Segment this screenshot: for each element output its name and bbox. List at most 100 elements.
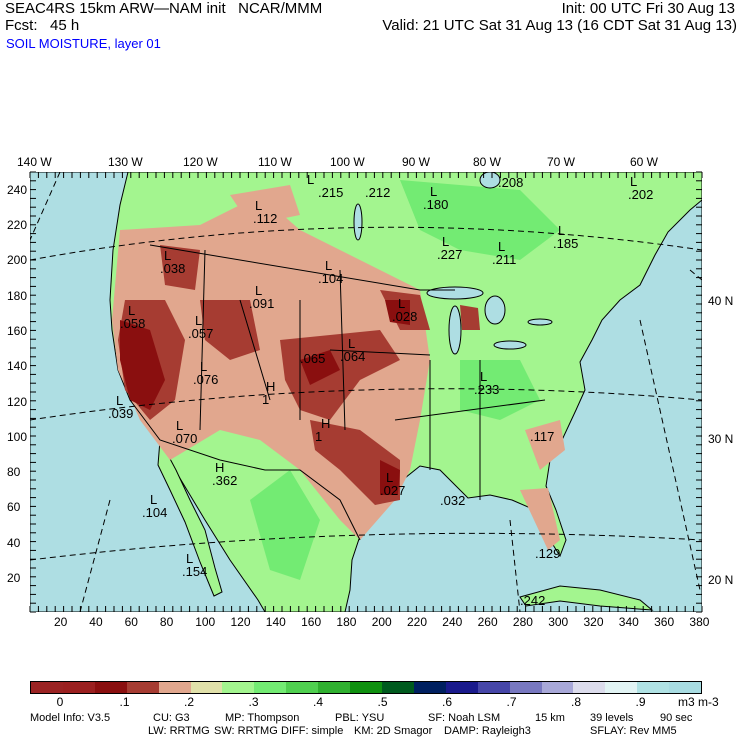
colorbar-swatch — [637, 682, 670, 693]
low-marker: L — [116, 393, 124, 408]
colorbar-units: m3 m-3 — [678, 695, 719, 709]
lon-label: 60 W — [630, 155, 659, 169]
lon-label: 100 W — [330, 155, 365, 169]
extremum-value: .076 — [193, 372, 219, 387]
lw-scheme: LW: RRTMG — [148, 725, 210, 737]
low-marker: L — [398, 296, 406, 311]
x-tick-label: 120 — [230, 615, 251, 629]
pbl-scheme: PBL: YSU — [335, 712, 385, 724]
lat-label: 40 N — [708, 294, 734, 308]
low-marker: L — [186, 551, 194, 566]
sflay-scheme: SFLAY: Rev MM5 — [590, 725, 677, 737]
low-marker: L — [348, 336, 356, 351]
sw-scheme: SW: RRTMG — [214, 725, 278, 737]
colorbar-swatch — [286, 682, 319, 693]
model-title: SEAC4RS 15km ARW—NAM init NCAR/MMM — [5, 0, 323, 17]
y-tick-label: 60 — [7, 500, 21, 515]
lat-lon-grid — [30, 172, 702, 612]
x-tick-label: 40 — [89, 615, 103, 629]
extremum-value: .208 — [498, 175, 524, 190]
y-tick-label: 220 — [7, 218, 28, 232]
extremum-value: .058 — [120, 316, 146, 331]
sf-scheme: SF: Noah LSM — [428, 712, 501, 724]
extremum-value: .233 — [474, 382, 500, 397]
extremum-value: .154 — [182, 564, 208, 579]
colorbar-label: .6 — [441, 695, 453, 709]
low-marker: L — [325, 258, 333, 273]
low-marker: L — [128, 303, 136, 318]
extremum-value: .070 — [172, 431, 198, 446]
valid-time: Valid: 21 UTC Sat 31 Aug 13 (16 CDT Sat … — [382, 17, 737, 34]
low-marker: L — [307, 172, 315, 187]
colorbar-swatch — [94, 682, 127, 693]
levels: 39 levels — [590, 712, 634, 724]
low-marker: L — [442, 234, 450, 249]
field-name: SOIL MOISTURE, layer 01 — [6, 36, 161, 51]
lon-label: 80 W — [473, 155, 502, 169]
low-marker: L — [164, 248, 172, 263]
x-tick-label: 340 — [618, 615, 639, 629]
lakes — [353, 172, 553, 355]
axis-ticks — [29, 171, 703, 613]
colorbar-label: .8 — [570, 695, 582, 709]
colorbar-label: 0 — [56, 695, 64, 709]
colorbar-label: .3 — [248, 695, 259, 709]
resolution: 15 km — [535, 712, 565, 724]
low-marker: L — [150, 492, 158, 507]
extremum-value: 1 — [315, 429, 323, 444]
low-marker: L — [195, 313, 203, 328]
extremum-value: .038 — [160, 261, 186, 276]
extremum-value: .028 — [392, 309, 418, 324]
low-marker: L — [200, 359, 208, 374]
km-scheme: KM: 2D Smagor — [354, 725, 433, 737]
colorbar-label: .2 — [183, 695, 195, 709]
extremum-value: .104 — [142, 505, 168, 520]
init-time: Init: 00 UTC Fri 30 Aug 13 — [561, 0, 735, 17]
lat-label: 30 N — [708, 432, 734, 446]
extremum-value: .215 — [318, 185, 344, 200]
low-marker: L — [176, 418, 184, 433]
colorbar-swatch — [605, 682, 638, 693]
model-info: Model Info: V3.5 — [30, 712, 111, 724]
colorbar — [30, 681, 702, 694]
low-marker: L — [480, 369, 488, 384]
extremum-value: .064 — [340, 349, 366, 364]
low-marker: L — [558, 223, 566, 238]
y-tick-label: 20 — [7, 571, 21, 585]
x-tick-label: 140 — [265, 615, 286, 629]
colorbar-label: .5 — [377, 695, 388, 709]
x-tick-label: 260 — [477, 615, 498, 629]
colorbar-label: .4 — [312, 695, 324, 709]
y-tick-label: 40 — [7, 535, 21, 550]
high-marker: H — [215, 460, 225, 475]
colorbar-swatch — [509, 682, 542, 693]
colorbar-swatch — [254, 682, 287, 693]
political-borders — [129, 244, 546, 541]
y-tick-label: 100 — [7, 429, 28, 444]
extremum-value: .057 — [188, 326, 214, 341]
low-marker: L — [255, 283, 263, 298]
extremum-value: .129 — [535, 546, 561, 561]
extremum-value: .212 — [365, 185, 391, 200]
extremum-value: .180 — [423, 197, 449, 212]
colorbar-swatch — [381, 682, 414, 693]
cu-scheme: CU: G3 — [153, 712, 190, 724]
x-tick-label: 280 — [512, 615, 533, 629]
extremum-value: .039 — [108, 406, 134, 421]
extremum-value: .032 — [440, 493, 466, 508]
diff-scheme: DIFF: simple — [281, 725, 344, 737]
y-tick-label: 200 — [7, 253, 28, 268]
extremum-value: .112 — [253, 211, 278, 226]
lon-label: 140 W — [17, 155, 52, 169]
colorbar-swatch — [126, 682, 159, 693]
colorbar-swatch — [541, 682, 574, 693]
colorbar-swatch — [318, 682, 351, 693]
lon-label: 110 W — [258, 155, 292, 169]
colorbar-swatch — [190, 682, 223, 693]
y-tick-label: 140 — [7, 359, 28, 374]
lon-label: 90 W — [402, 155, 431, 169]
lon-label: 130 W — [108, 155, 143, 169]
x-tick-label: 100 — [195, 615, 216, 629]
extremum-value: .185 — [553, 236, 579, 251]
